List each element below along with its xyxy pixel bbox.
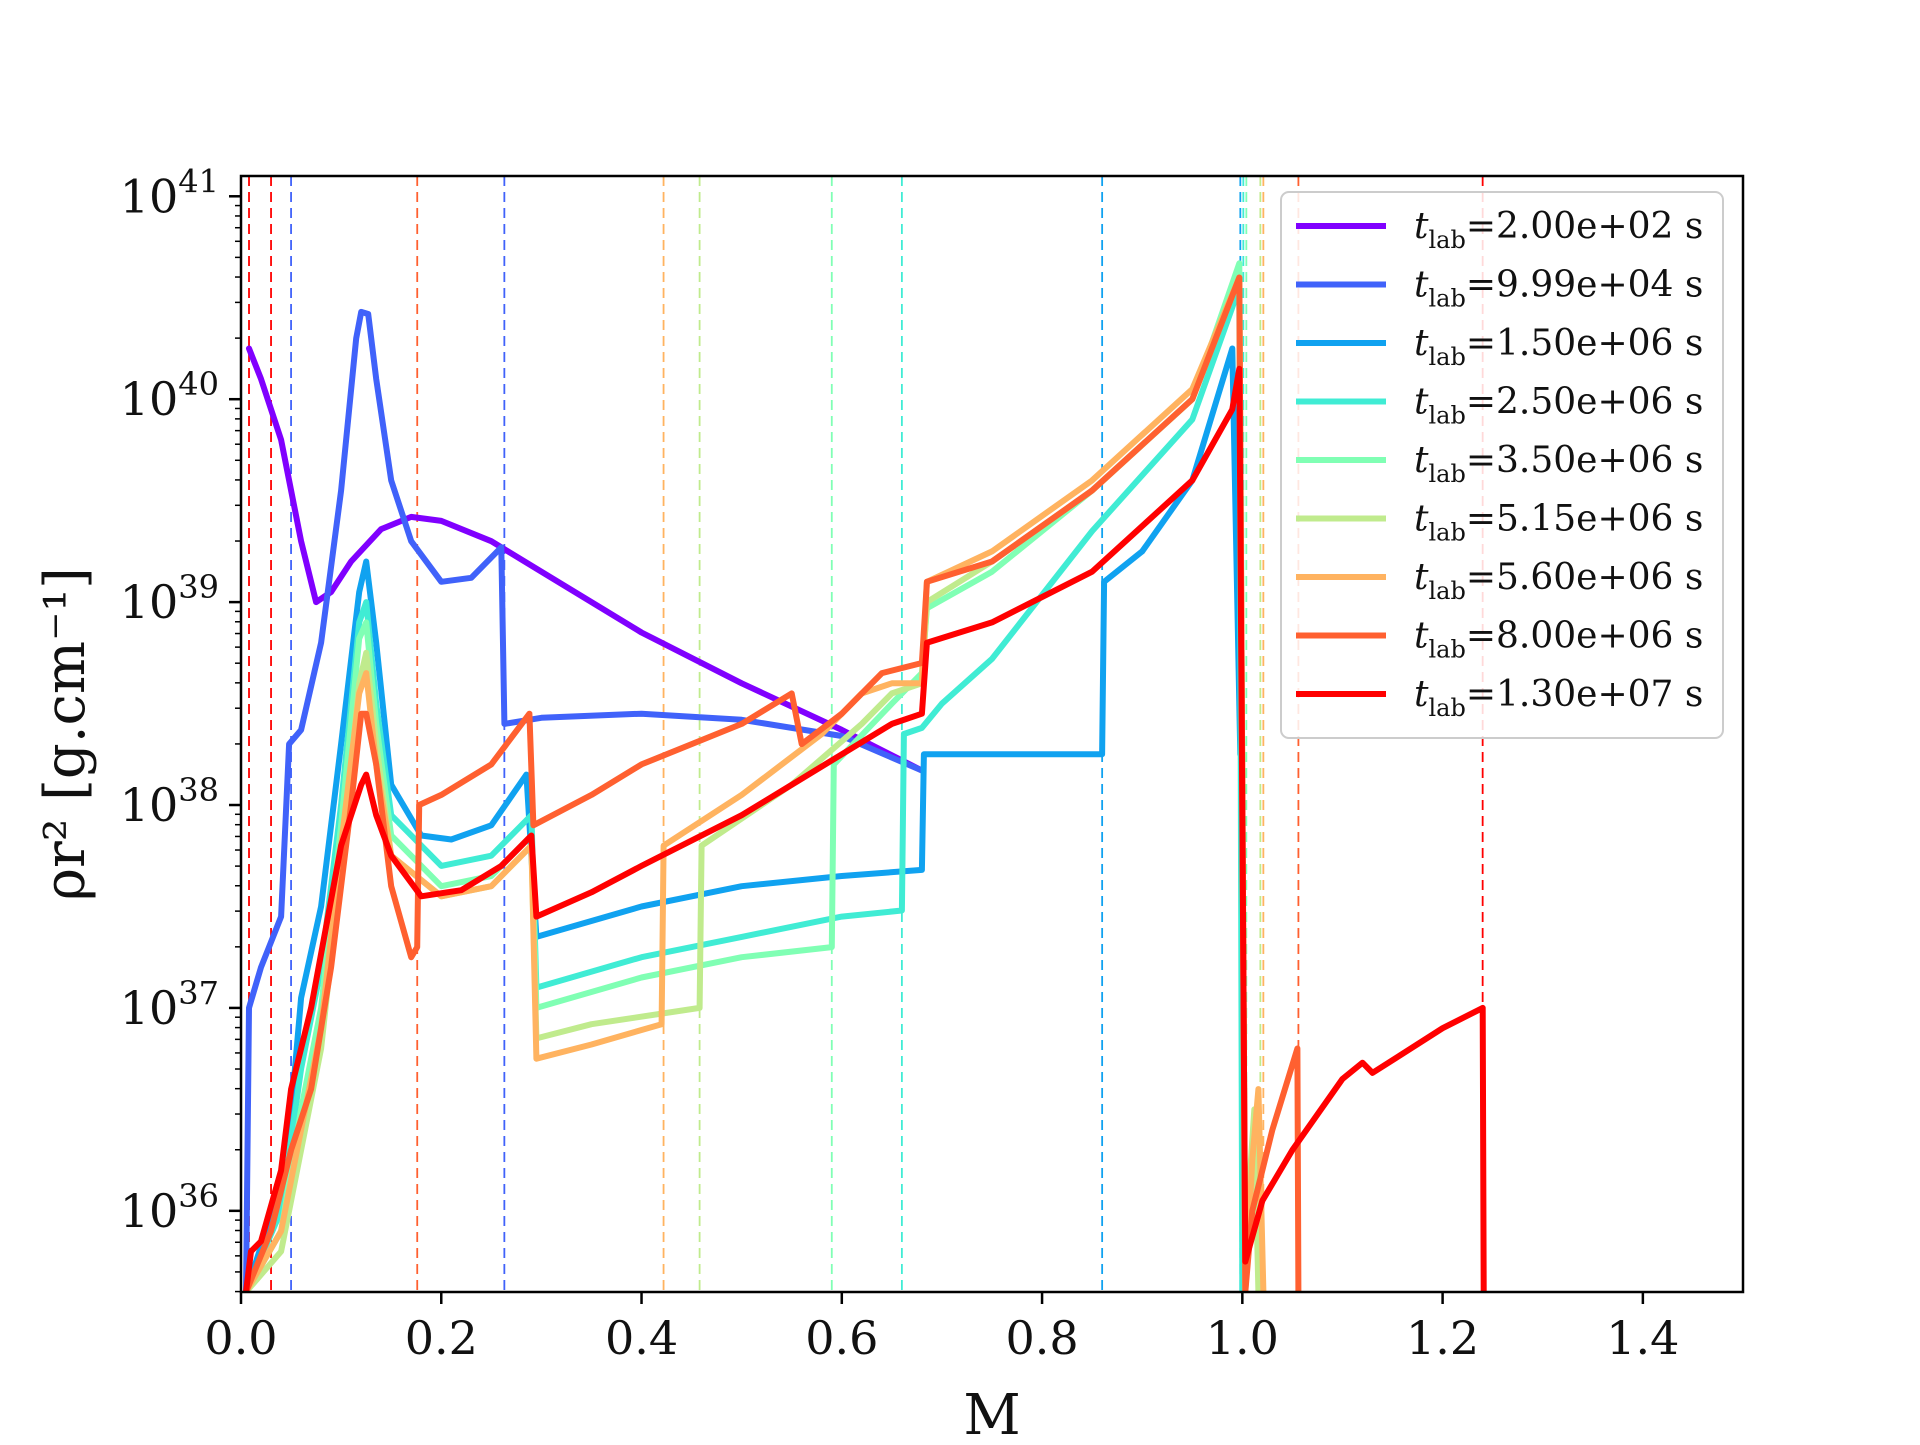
x-axis: 0.0 0.2 0.4 0.6 0.8 1.0 1.2 1.4: [204, 1292, 1679, 1365]
y-tick-label: 1038: [120, 771, 219, 832]
x-tick-label: 1.0: [1206, 1311, 1279, 1365]
x-axis-label: M: [963, 1383, 1020, 1440]
legend-label-1: tlab=2.00e+02 s: [1414, 206, 1703, 254]
series-line-5: [243, 260, 1249, 1292]
series-line-8: [243, 274, 1302, 1292]
x-tick-label: 0.8: [1005, 1311, 1078, 1365]
x-tick-label: 0.6: [805, 1311, 878, 1365]
legend-label-8: tlab=8.00e+06 s: [1414, 616, 1703, 664]
legend-label-6: tlab=5.15e+06 s: [1414, 499, 1703, 547]
y-tick-label: 1036: [120, 1177, 219, 1238]
series-line-3: [243, 345, 1244, 1292]
y-tick-label: 1037: [120, 974, 219, 1035]
y-tick-label: 1040: [120, 365, 219, 426]
legend-label-5: tlab=3.50e+06 s: [1414, 440, 1703, 488]
series-layer: [243, 260, 1487, 1292]
series-line-7: [243, 274, 1267, 1292]
y-tick-label: 1041: [120, 162, 219, 223]
legend-label-9: tlab=1.30e+07 s: [1414, 674, 1703, 722]
y-tick-label: 1039: [120, 568, 219, 629]
legend-label-2: tlab=9.99e+04 s: [1414, 265, 1703, 313]
legend-label-3: tlab=1.50e+06 s: [1414, 323, 1703, 371]
x-tick-label: 1.4: [1606, 1311, 1679, 1365]
legend-label-7: tlab=5.60e+06 s: [1414, 557, 1703, 605]
x-tick-label: 1.2: [1406, 1311, 1479, 1365]
legend: tlab=2.00e+02 s tlab=9.99e+04 s tlab=1.50e…: [1280, 191, 1724, 739]
series-line-2: [243, 308, 925, 1292]
x-tick-label: 0.0: [204, 1311, 277, 1365]
series-line-1: [246, 345, 925, 774]
series-line-9: [243, 365, 1487, 1292]
y-axis-label: ρr² [g.cm⁻¹]: [33, 567, 98, 901]
x-tick-label: 0.2: [405, 1311, 478, 1365]
y-axis: 1036 1037 1038 1039 1040 1041: [120, 162, 241, 1293]
legend-label-4: tlab=2.50e+06 s: [1414, 382, 1703, 430]
legend-box: [1280, 191, 1724, 739]
plot-frame: [239, 174, 1745, 1294]
x-tick-label: 0.4: [605, 1311, 678, 1365]
